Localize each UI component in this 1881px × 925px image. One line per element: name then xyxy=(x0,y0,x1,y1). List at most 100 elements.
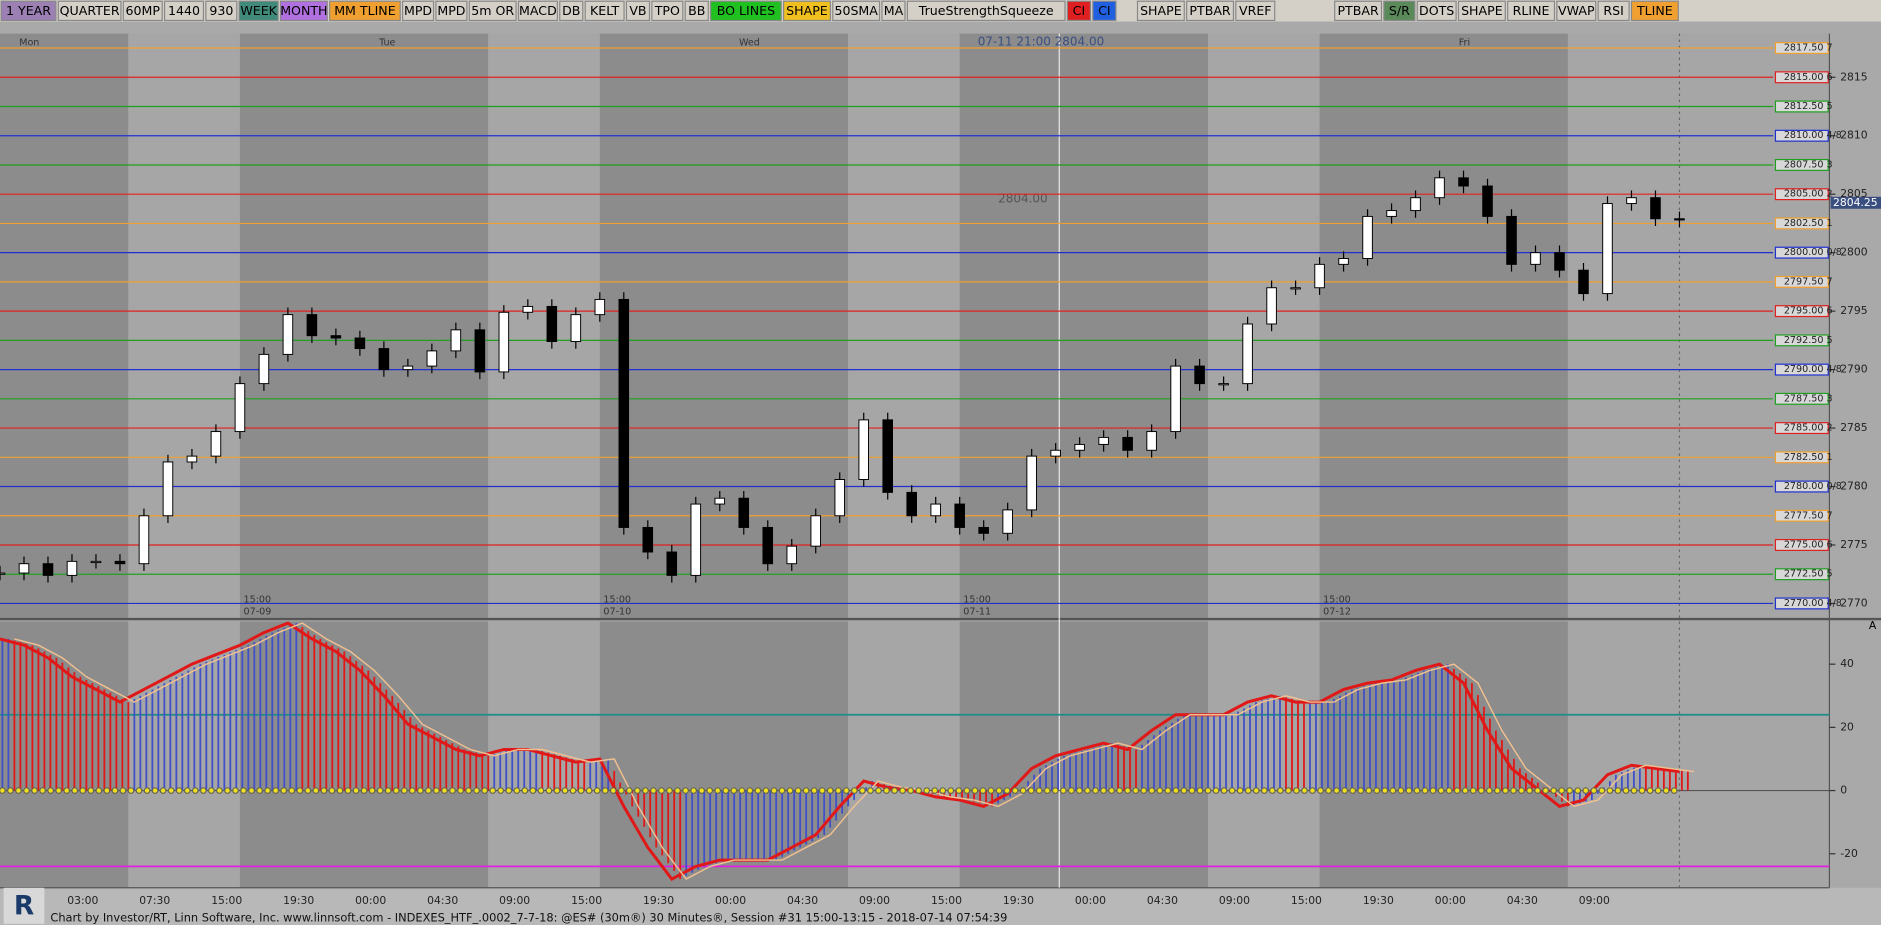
level-label: 2775.00 6 xyxy=(1784,539,1833,550)
squeeze-dot xyxy=(842,787,850,794)
toolbar-button-label[interactable]: BB xyxy=(688,3,705,18)
squeeze-dot xyxy=(1156,787,1164,794)
toolbar-button-label[interactable]: VWAP xyxy=(1558,3,1595,18)
squeeze-dot xyxy=(521,787,529,794)
toolbar-button[interactable] xyxy=(906,0,1066,22)
toolbar-button-label[interactable]: RLINE xyxy=(1513,3,1550,18)
toolbar-button-label[interactable]: 1 YEAR xyxy=(6,3,51,18)
squeeze-dot xyxy=(730,787,738,794)
toolbar-button-label[interactable]: SHAPE xyxy=(1140,3,1182,18)
toolbar-button-label[interactable]: QUARTER xyxy=(60,3,120,18)
toolbar-button-label[interactable]: 50SMA xyxy=(834,3,878,18)
toolbar-button-label[interactable]: MPD xyxy=(404,3,432,18)
squeeze-dot xyxy=(690,787,697,794)
toolbar-button[interactable] xyxy=(1066,0,1092,22)
toolbar-button-label[interactable]: MA xyxy=(884,3,904,18)
toolbar-button-label[interactable]: DOTS xyxy=(1419,3,1454,18)
toolbar-button-label[interactable]: TPO xyxy=(654,3,680,18)
squeeze-dot xyxy=(175,787,183,794)
toolbar-button[interactable] xyxy=(782,0,831,22)
toolbar-button-label[interactable]: TrueStrengthSqueeze xyxy=(918,3,1054,18)
squeeze-dot xyxy=(939,787,947,794)
toolbar-button[interactable] xyxy=(279,0,328,22)
toolbar-button[interactable] xyxy=(651,0,684,22)
toolbar-button[interactable] xyxy=(1556,0,1597,22)
toolbar-button-label[interactable]: MPD xyxy=(437,3,465,18)
toolbar-button-label[interactable]: BO LINES xyxy=(717,3,775,18)
level-label-box xyxy=(1774,275,1829,288)
toolbar-button[interactable] xyxy=(1186,0,1235,22)
toolbar-button[interactable] xyxy=(684,0,709,22)
level-label-box xyxy=(1774,42,1829,55)
time-label: 04:30 xyxy=(427,894,458,907)
toolbar-button[interactable] xyxy=(122,0,163,22)
toolbar-button-label[interactable]: PTBAR xyxy=(1189,3,1231,18)
toolbar-button[interactable] xyxy=(401,0,435,22)
toolbar-button[interactable] xyxy=(1457,0,1506,22)
time-label: 00:00 xyxy=(715,894,746,907)
toolbar-button-label[interactable]: CI xyxy=(1098,3,1111,18)
toolbar-button[interactable] xyxy=(710,0,782,22)
toolbar-button-label[interactable]: MACD xyxy=(519,3,557,18)
candle xyxy=(258,353,270,385)
toolbar-button-label[interactable]: MM TLINE xyxy=(334,3,396,18)
indicator-line xyxy=(0,621,1680,881)
toolbar-button[interactable] xyxy=(329,0,401,22)
toolbar-button[interactable] xyxy=(435,0,468,22)
toolbar-button-label[interactable]: MONTH xyxy=(280,3,327,18)
toolbar-button[interactable] xyxy=(1416,0,1457,22)
toolbar-button[interactable] xyxy=(1334,0,1383,22)
toolbar-button-label[interactable]: 60MP xyxy=(126,3,161,18)
toolbar-button[interactable] xyxy=(1235,0,1276,22)
session-time: 15:00 xyxy=(244,594,272,605)
candle xyxy=(666,551,678,576)
toolbar-button[interactable] xyxy=(517,0,558,22)
toolbar-button-label[interactable]: PTBAR xyxy=(1337,3,1379,18)
toolbar-button-label[interactable]: VREF xyxy=(1239,3,1272,18)
toolbar-button[interactable] xyxy=(57,0,122,22)
toolbar-button[interactable] xyxy=(559,0,584,22)
session-band xyxy=(239,33,489,620)
squeeze-dot xyxy=(39,787,46,794)
session-date: 07-10 xyxy=(603,606,631,617)
toolbar-button[interactable] xyxy=(1383,0,1416,22)
toolbar-button-label[interactable]: 5m OR xyxy=(471,3,514,18)
squeeze-dot xyxy=(1140,787,1148,794)
toolbar-button-label[interactable]: RSI xyxy=(1603,3,1623,18)
toolbar-button[interactable] xyxy=(832,0,881,22)
toolbar-button[interactable] xyxy=(205,0,238,22)
squeeze-dot xyxy=(248,787,255,794)
header-strip xyxy=(0,21,1881,34)
toolbar-button[interactable] xyxy=(163,0,205,22)
toolbar-button[interactable] xyxy=(1136,0,1185,22)
squeeze-dot xyxy=(304,787,312,794)
toolbar-button-label[interactable]: 930 xyxy=(209,3,233,18)
toolbar-button[interactable] xyxy=(0,0,57,22)
toolbar-button-label[interactable]: 1440 xyxy=(168,3,200,18)
candle xyxy=(858,419,870,480)
toolbar-button-label[interactable]: VB xyxy=(629,3,646,18)
squeeze-dot xyxy=(127,787,135,794)
toolbar-button[interactable] xyxy=(1597,0,1630,22)
toolbar-button[interactable] xyxy=(881,0,906,22)
toolbar-button-label[interactable]: SHAPE xyxy=(1461,3,1503,18)
squeeze-dot xyxy=(1188,787,1196,794)
level-label: 2807.50 3 xyxy=(1784,159,1833,170)
toolbar-button[interactable] xyxy=(1630,0,1679,22)
toolbar-button[interactable] xyxy=(1507,0,1556,22)
toolbar-button[interactable] xyxy=(468,0,517,22)
toolbar-button-label[interactable]: WEEK xyxy=(240,3,277,18)
toolbar-button-label[interactable]: SHAPE xyxy=(786,3,828,18)
session-date: 07-12 xyxy=(1323,606,1351,617)
toolbar-button[interactable] xyxy=(238,0,279,22)
toolbar-button-label[interactable]: TLINE xyxy=(1636,3,1673,18)
candle xyxy=(1194,365,1205,385)
toolbar-button-label[interactable]: S/R xyxy=(1389,3,1410,18)
toolbar-button-label[interactable]: CI xyxy=(1073,3,1086,18)
toolbar-button[interactable] xyxy=(584,0,625,22)
squeeze-dot xyxy=(1542,787,1549,794)
toolbar-button[interactable] xyxy=(1092,0,1117,22)
toolbar-button-label[interactable]: DB xyxy=(562,3,580,18)
toolbar-button-label[interactable]: KELT xyxy=(590,3,619,18)
toolbar-button[interactable] xyxy=(625,0,651,22)
